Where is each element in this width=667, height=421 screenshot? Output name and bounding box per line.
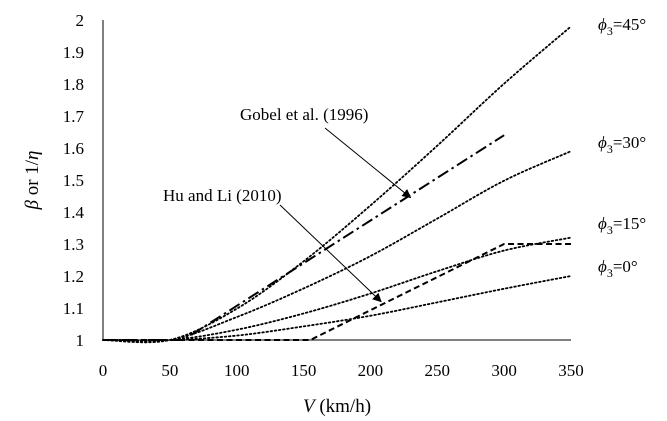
series-line-phi3-0 <box>102 275 572 342</box>
y-tick-label: 1.2 <box>63 267 84 286</box>
y-tick-label: 1.5 <box>63 171 84 190</box>
y-axis-title-beta: β <box>22 200 43 211</box>
y-tick-label: 1.7 <box>63 107 85 126</box>
y-tick-label: 1.3 <box>63 235 84 254</box>
x-tick-label: 0 <box>99 361 108 380</box>
y-axis-title-eta: η <box>22 150 43 159</box>
x-tick-label: 200 <box>358 361 384 380</box>
series-line-hu-li <box>103 243 571 341</box>
series-label-phi3-15: ϕ3=15° <box>598 214 646 237</box>
y-tick-label: 1 <box>76 331 85 350</box>
series-label-phi3-0: ϕ3=0° <box>598 257 638 280</box>
series-label-phi3-30: ϕ3=30° <box>598 133 646 156</box>
series-line-gobel <box>103 134 505 341</box>
x-tick-label: 250 <box>425 361 451 380</box>
annotation-arrow-gobel <box>324 127 412 199</box>
annotation-arrow-hu-li <box>279 204 382 303</box>
y-tick-label: 1.4 <box>63 203 85 222</box>
series-label-phi3-45: ϕ3=45° <box>598 15 646 38</box>
y-tick-label: 1.1 <box>63 299 84 318</box>
y-axis-title-mid: or 1/ <box>22 159 43 200</box>
annotation-layer: ϕ3=0° ϕ3=15° ϕ3=30° ϕ3=45° <box>279 15 646 303</box>
y-tick-labels: 1 1.1 1.2 1.3 1.4 1.5 1.6 1.7 1.8 1.9 2 <box>63 11 85 350</box>
annotation-gobel: Gobel et al. (1996) <box>240 105 368 124</box>
x-axis-title-symbol: V <box>303 396 317 417</box>
y-axis-title: β or 1/η <box>22 150 43 210</box>
x-tick-label: 300 <box>491 361 517 380</box>
x-tick-label: 350 <box>558 361 584 380</box>
annotation-hu-li: Hu and Li (2010) <box>163 186 282 205</box>
x-axis-title-unit: (km/h) <box>315 396 371 417</box>
x-tick-label: 50 <box>161 361 178 380</box>
series-layer <box>102 25 572 344</box>
y-tick-label: 1.6 <box>63 139 84 158</box>
y-tick-label: 2 <box>76 11 85 30</box>
x-axis-title: V (km/h) <box>303 396 371 417</box>
series-line-phi3-45 <box>102 25 572 344</box>
series-line-phi3-15 <box>102 236 572 342</box>
x-tick-label: 150 <box>291 361 317 380</box>
y-tick-label: 1.8 <box>63 75 84 94</box>
y-tick-label: 1.9 <box>63 43 84 62</box>
x-tick-labels: 0 50 100 150 200 250 300 350 <box>99 361 584 380</box>
x-tick-label: 100 <box>224 361 250 380</box>
